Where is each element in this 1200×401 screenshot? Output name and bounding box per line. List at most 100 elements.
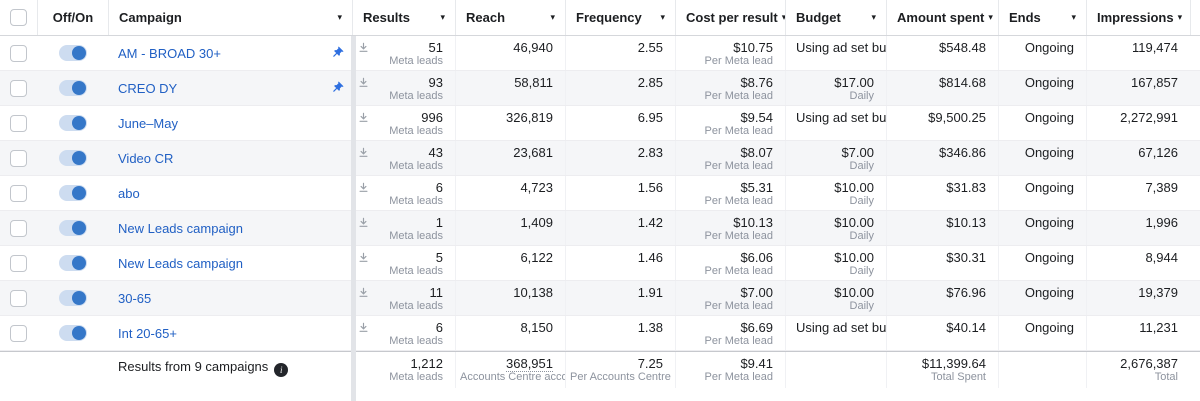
column-header-amount-spent[interactable]: Amount spent ▾ <box>886 0 998 35</box>
frequency-cell: 2.85 <box>565 71 675 105</box>
budget-value: Using ad set bu… <box>796 110 886 125</box>
cost-per-result-label: Per Meta lead <box>704 265 773 277</box>
row-checkbox[interactable] <box>10 219 27 237</box>
column-header-impressions[interactable]: Impressions ▾ <box>1086 0 1190 35</box>
table-body: AM - BROAD 30+ 51 Meta leads 46,940 2.55… <box>0 36 1200 351</box>
campaign-toggle[interactable] <box>58 185 87 201</box>
row-checkbox-cell <box>0 106 37 140</box>
pin-icon[interactable] <box>330 81 344 95</box>
campaign-link[interactable]: abo <box>118 185 140 201</box>
toggle-cell <box>37 106 108 140</box>
campaign-toggle[interactable] <box>58 150 87 166</box>
download-icon[interactable] <box>358 287 369 298</box>
row-checkbox[interactable] <box>10 254 27 272</box>
cost-per-result-label: Per Meta lead <box>704 195 773 207</box>
campaign-cell: CREO DY <box>108 71 352 105</box>
results-cell: 6 Meta leads <box>352 176 455 210</box>
cost-total-cell: $9.41 Per Meta lead <box>675 352 785 388</box>
cost-per-result-value: $7.00 <box>740 285 773 300</box>
impressions-value: 19,379 <box>1138 285 1178 300</box>
download-icon[interactable] <box>358 77 369 88</box>
campaign-toggle[interactable] <box>58 255 87 271</box>
ends-cell: Ongoing <box>998 316 1086 350</box>
budget-total-cell <box>785 352 886 388</box>
reach-value: 6,122 <box>520 250 553 265</box>
next-column-sliver <box>1190 352 1200 388</box>
budget-label: Daily <box>849 265 874 277</box>
campaign-link[interactable]: Video CR <box>118 150 174 166</box>
amount-spent-value: $30.31 <box>946 250 986 265</box>
row-checkbox[interactable] <box>10 289 27 307</box>
budget-cell: $10.00 Daily <box>785 281 886 315</box>
row-checkbox[interactable] <box>10 324 27 342</box>
budget-value: Using ad set bu… <box>796 40 886 55</box>
results-label: Meta leads <box>389 195 443 207</box>
column-header-campaign[interactable]: Campaign ▾ <box>108 0 352 35</box>
download-icon[interactable] <box>358 252 369 263</box>
column-header-results[interactable]: Results ▾ <box>352 0 455 35</box>
download-icon[interactable] <box>358 322 369 333</box>
campaign-toggle[interactable] <box>58 325 87 341</box>
column-header-reach[interactable]: Reach ▾ <box>455 0 565 35</box>
campaign-toggle[interactable] <box>58 115 87 131</box>
budget-cell: Using ad set bu… <box>785 316 886 350</box>
row-checkbox-cell <box>0 141 37 175</box>
row-checkbox-cell <box>0 316 37 350</box>
download-icon[interactable] <box>358 217 369 228</box>
campaign-link[interactable]: June–May <box>118 115 178 131</box>
campaign-link[interactable]: AM - BROAD 30+ <box>118 45 221 61</box>
download-icon[interactable] <box>358 147 369 158</box>
column-header-frequency[interactable]: Frequency ▾ <box>565 0 675 35</box>
budget-cell: Using ad set bu… <box>785 36 886 70</box>
campaign-link[interactable]: New Leads campaign <box>118 255 244 271</box>
download-icon[interactable] <box>358 112 369 123</box>
impressions-cell: 2,272,991 <box>1086 106 1190 140</box>
campaign-link[interactable]: New Leads campaign <box>118 220 244 236</box>
frequency-total: 7.25 <box>637 356 663 371</box>
campaign-link[interactable]: 30-65 <box>118 290 152 306</box>
frequency-cell: 2.83 <box>565 141 675 175</box>
pane-scrollbar[interactable] <box>351 36 356 401</box>
column-header-off-on[interactable]: Off/On <box>37 0 108 35</box>
row-checkbox[interactable] <box>10 184 27 202</box>
amount-spent-value: $10.13 <box>946 215 986 230</box>
amount-spent-cell: $346.86 <box>886 141 998 175</box>
column-header-cost-per-result[interactable]: Cost per result ▾ <box>675 0 785 35</box>
ends-value: Ongoing <box>1024 110 1074 125</box>
summary-row: Results from 9 campaigns i 1,212 Meta lea… <box>0 351 1200 388</box>
campaign-link[interactable]: Int 20-65+ <box>118 325 177 341</box>
select-all-checkbox[interactable] <box>10 9 27 26</box>
reach-value: 4,723 <box>520 180 553 195</box>
campaign-toggle[interactable] <box>58 80 87 96</box>
campaign-cell: New Leads campaign <box>108 211 352 245</box>
column-header-ends[interactable]: Ends ▾ <box>998 0 1086 35</box>
row-checkbox[interactable] <box>10 114 27 132</box>
row-checkbox[interactable] <box>10 149 27 167</box>
reach-value: 58,811 <box>514 75 553 90</box>
pin-icon[interactable] <box>330 46 344 60</box>
results-cell: 1 Meta leads <box>352 211 455 245</box>
campaign-link[interactable]: CREO DY <box>118 80 178 96</box>
frequency-header-label: Frequency <box>576 10 642 25</box>
ends-cell: Ongoing <box>998 106 1086 140</box>
download-icon[interactable] <box>358 42 369 53</box>
frequency-value: 1.46 <box>637 250 663 265</box>
campaign-toggle[interactable] <box>58 220 87 236</box>
download-icon[interactable] <box>358 182 369 193</box>
row-checkbox[interactable] <box>10 79 27 97</box>
toggle-cell <box>37 316 108 350</box>
cost-per-result-label: Per Meta lead <box>704 230 773 242</box>
results-label: Meta leads <box>389 335 443 347</box>
info-icon[interactable]: i <box>274 363 289 377</box>
results-total: 1,212 <box>410 356 443 371</box>
campaign-toggle[interactable] <box>58 45 87 61</box>
ends-header-label: Ends <box>1009 10 1041 25</box>
budget-value: $7.00 <box>841 145 874 160</box>
campaign-cell: abo <box>108 176 352 210</box>
campaign-toggle[interactable] <box>58 290 87 306</box>
reach-total[interactable]: 368,951 <box>506 356 553 372</box>
column-header-budget[interactable]: Budget ▾ <box>785 0 886 35</box>
row-checkbox[interactable] <box>10 44 27 62</box>
toggle-cell <box>37 71 108 105</box>
impressions-value: 2,272,991 <box>1120 110 1178 125</box>
